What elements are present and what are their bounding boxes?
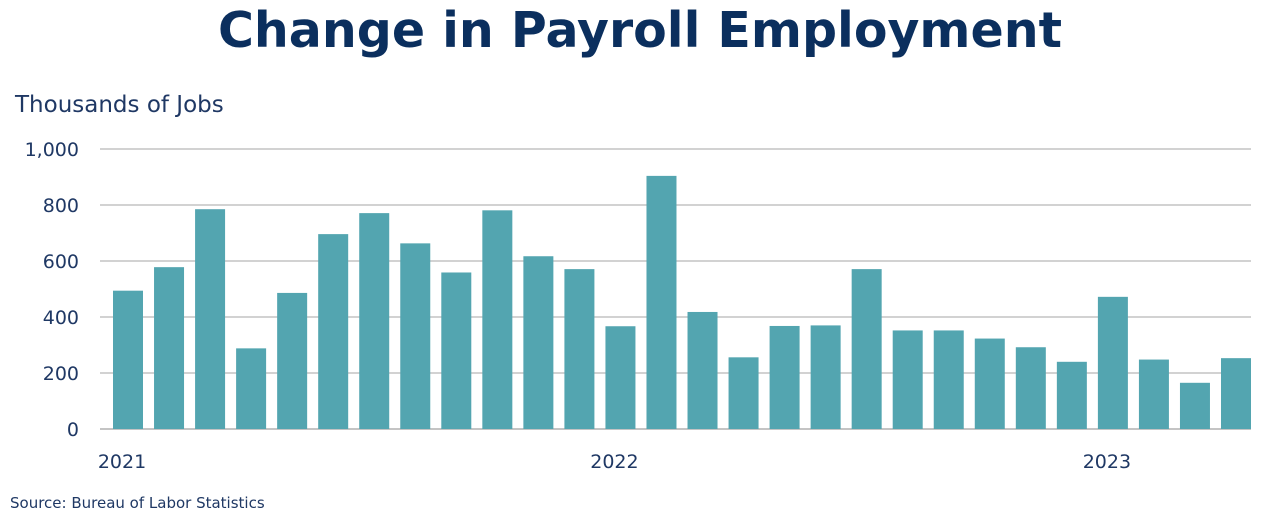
source-note: Source: Bureau of Labor Statistics <box>10 494 265 512</box>
y-tick-label: 600 <box>43 251 79 273</box>
bar-2022-08 <box>892 330 923 429</box>
y-tick-label: 400 <box>43 307 79 329</box>
bar-2021-11 <box>523 256 554 429</box>
bar-2021-01 <box>113 290 143 429</box>
bar-2021-12 <box>564 269 595 429</box>
y-axis-label: Thousands of Jobs <box>15 92 224 118</box>
bar-2022-09 <box>933 330 964 429</box>
bar-2022-05 <box>769 325 800 429</box>
bars <box>113 175 1251 429</box>
bar-2021-09 <box>441 272 472 429</box>
x-tick-label: 2021 <box>98 451 146 473</box>
bar-2023-04 <box>1221 358 1251 429</box>
bar-2022-04 <box>728 357 759 429</box>
bar-2021-10 <box>482 210 513 429</box>
x-tick-label: 2022 <box>590 451 638 473</box>
bar-2022-06 <box>810 325 841 429</box>
bar-2021-08 <box>400 243 431 429</box>
bar-2021-06 <box>318 234 349 429</box>
bar-2023-02 <box>1138 359 1169 429</box>
bar-2021-04 <box>236 348 267 429</box>
y-tick-label: 1,000 <box>25 139 79 161</box>
bar-2022-07 <box>851 269 882 429</box>
y-tick-label: 0 <box>67 419 79 441</box>
x-tick-label: 2023 <box>1083 451 1131 473</box>
y-tick-label: 200 <box>43 363 79 385</box>
bar-2023-01 <box>1097 296 1128 429</box>
bar-2022-03 <box>687 311 718 429</box>
bar-2022-01 <box>605 326 636 429</box>
bar-2021-02 <box>154 267 185 429</box>
y-tick-label: 800 <box>43 195 79 217</box>
y-tick-labels: 0 200 400 600 800 1,000 <box>25 139 79 441</box>
bar-2021-07 <box>359 213 390 429</box>
bar-2021-03 <box>195 209 226 429</box>
bar-2022-11 <box>1015 347 1046 429</box>
chart-title: Change in Payroll Employment <box>217 2 1063 59</box>
bar-2022-12 <box>1056 361 1087 429</box>
bar-2022-10 <box>974 338 1005 429</box>
bar-2021-05 <box>277 292 308 429</box>
bar-2023-03 <box>1179 382 1210 429</box>
bar-2022-02 <box>646 175 677 429</box>
x-tick-labels: 2021 2022 2023 <box>98 451 1131 473</box>
